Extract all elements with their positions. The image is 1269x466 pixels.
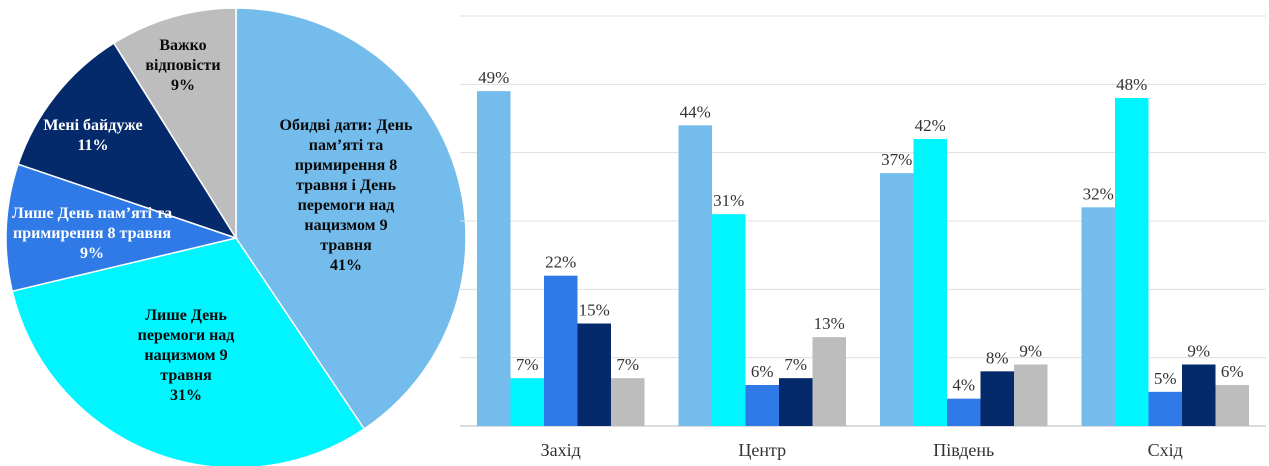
bar-data-label: 48% <box>1116 75 1147 94</box>
x-tick-label: Центр <box>738 440 786 460</box>
pie-slice-label: Лише День пам’яті та примирення 8 травня 9… <box>12 205 172 262</box>
bar-data-label: 6% <box>1221 362 1244 381</box>
pie-slice-label: Лише День перемоги над нацизмом 9 травня 31% <box>138 307 235 404</box>
bar-data-label: 7% <box>616 355 639 374</box>
bar-data-label: 7% <box>516 355 539 374</box>
bar-data-label: 9% <box>1187 342 1210 361</box>
bar <box>779 378 813 426</box>
pie-slice-label: Мені байдуже 11% <box>43 117 142 154</box>
pie-slice <box>11 237 366 466</box>
bar <box>712 214 746 426</box>
bar <box>1148 391 1182 426</box>
bar-data-label: 8% <box>986 348 1009 367</box>
bar <box>913 139 947 426</box>
bar <box>544 275 578 426</box>
bar-data-label: 32% <box>1083 184 1114 203</box>
x-tick-label: Схід <box>1148 440 1183 460</box>
bar <box>1215 385 1249 426</box>
bar <box>1115 98 1149 426</box>
bar-data-label: 44% <box>680 102 711 121</box>
bar <box>678 125 712 426</box>
bar <box>1081 207 1115 426</box>
bar-data-label: 31% <box>713 191 744 210</box>
pie-slice <box>17 42 238 240</box>
pie-slice <box>5 163 239 293</box>
bar <box>947 398 981 426</box>
bar-data-label: 37% <box>881 150 912 169</box>
bar <box>477 91 511 427</box>
bar <box>510 378 544 426</box>
bar <box>611 378 645 426</box>
bar-data-label: 42% <box>915 116 946 135</box>
bar-data-label: 6% <box>751 362 774 381</box>
bar <box>880 173 914 426</box>
bar-data-label: 9% <box>1019 342 1042 361</box>
bar <box>1182 364 1216 426</box>
bar-data-label: 7% <box>784 355 807 374</box>
pie-slice <box>235 7 467 431</box>
bar <box>745 385 779 426</box>
bar-data-label: 22% <box>545 253 576 272</box>
bar-data-label: 13% <box>814 314 845 333</box>
pie-slice <box>112 7 237 241</box>
pie-slice-label: Важко відповісти 9% <box>145 37 220 94</box>
bar-data-label: 15% <box>579 301 610 320</box>
x-tick-label: Південь <box>933 440 994 460</box>
bar-data-label: 5% <box>1154 369 1177 388</box>
bar <box>577 323 611 426</box>
bar <box>812 337 846 426</box>
bar <box>980 371 1014 426</box>
bar-data-label: 4% <box>952 376 975 395</box>
bar-data-label: 49% <box>478 68 509 87</box>
x-tick-label: Захід <box>541 440 581 460</box>
bar <box>1014 364 1048 426</box>
